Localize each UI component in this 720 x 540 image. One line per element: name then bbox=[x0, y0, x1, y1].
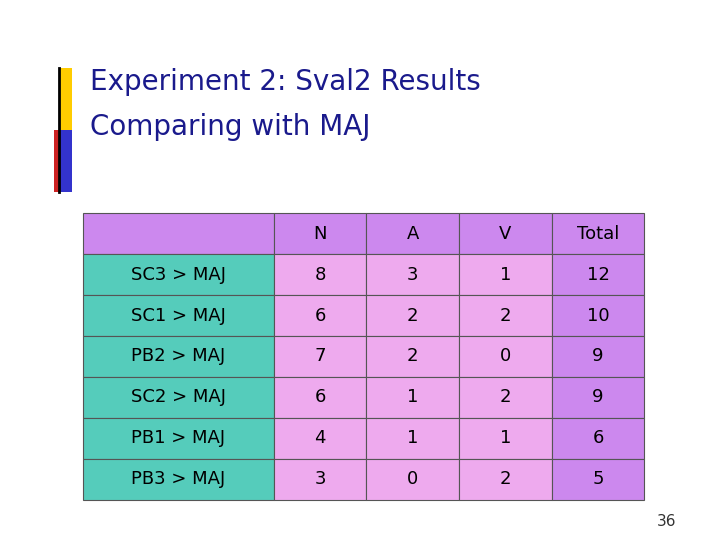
Text: 3: 3 bbox=[407, 266, 418, 284]
Text: 5: 5 bbox=[593, 470, 604, 488]
Text: 9: 9 bbox=[593, 347, 604, 366]
Text: 10: 10 bbox=[587, 307, 609, 325]
Bar bbox=[83, 254, 274, 295]
Bar bbox=[83, 213, 274, 254]
Text: 36: 36 bbox=[657, 514, 677, 529]
Text: 6: 6 bbox=[315, 388, 325, 406]
Bar bbox=[274, 377, 366, 418]
Text: 1: 1 bbox=[500, 266, 511, 284]
Text: 12: 12 bbox=[587, 266, 610, 284]
Bar bbox=[459, 336, 552, 377]
Bar bbox=[274, 254, 366, 295]
Text: 0: 0 bbox=[407, 470, 418, 488]
Bar bbox=[83, 418, 274, 458]
Bar bbox=[366, 418, 459, 458]
Text: 2: 2 bbox=[407, 347, 418, 366]
Bar bbox=[552, 377, 644, 418]
Text: V: V bbox=[499, 225, 512, 243]
Bar bbox=[552, 295, 644, 336]
Bar bbox=[59, 68, 72, 130]
Text: N: N bbox=[313, 225, 327, 243]
Bar bbox=[552, 458, 644, 500]
Text: 1: 1 bbox=[407, 388, 418, 406]
Text: 6: 6 bbox=[593, 429, 604, 447]
Text: SC2 > MAJ: SC2 > MAJ bbox=[131, 388, 226, 406]
Bar bbox=[83, 295, 274, 336]
Text: PB3 > MAJ: PB3 > MAJ bbox=[131, 470, 225, 488]
Text: Experiment 2: Sval2 Results: Experiment 2: Sval2 Results bbox=[90, 68, 481, 96]
Text: 2: 2 bbox=[500, 388, 511, 406]
Text: 1: 1 bbox=[407, 429, 418, 447]
Text: A: A bbox=[407, 225, 419, 243]
Bar bbox=[552, 336, 644, 377]
Text: 2: 2 bbox=[407, 307, 418, 325]
Bar bbox=[274, 418, 366, 458]
Text: SC3 > MAJ: SC3 > MAJ bbox=[131, 266, 226, 284]
Bar bbox=[54, 130, 59, 192]
Text: PB1 > MAJ: PB1 > MAJ bbox=[131, 429, 225, 447]
Bar bbox=[459, 458, 552, 500]
Bar bbox=[459, 213, 552, 254]
Bar bbox=[366, 213, 459, 254]
Bar bbox=[366, 254, 459, 295]
Text: 4: 4 bbox=[315, 429, 326, 447]
Text: 0: 0 bbox=[500, 347, 511, 366]
Text: 6: 6 bbox=[315, 307, 325, 325]
Text: 1: 1 bbox=[500, 429, 511, 447]
Text: PB2 > MAJ: PB2 > MAJ bbox=[131, 347, 225, 366]
Bar bbox=[366, 458, 459, 500]
Bar bbox=[274, 213, 366, 254]
Bar bbox=[459, 254, 552, 295]
Text: SC1 > MAJ: SC1 > MAJ bbox=[131, 307, 225, 325]
Bar bbox=[83, 377, 274, 418]
Bar bbox=[59, 130, 72, 192]
Text: 2: 2 bbox=[500, 470, 511, 488]
Text: 2: 2 bbox=[500, 307, 511, 325]
Bar bbox=[274, 458, 366, 500]
Bar bbox=[366, 295, 459, 336]
Text: 9: 9 bbox=[593, 388, 604, 406]
Text: 3: 3 bbox=[315, 470, 326, 488]
Text: Comparing with MAJ: Comparing with MAJ bbox=[90, 113, 371, 141]
Bar bbox=[366, 377, 459, 418]
Bar bbox=[274, 336, 366, 377]
Bar bbox=[83, 336, 274, 377]
Bar bbox=[83, 458, 274, 500]
Text: 7: 7 bbox=[315, 347, 326, 366]
Bar bbox=[459, 295, 552, 336]
Text: 8: 8 bbox=[315, 266, 325, 284]
Bar bbox=[366, 336, 459, 377]
Bar bbox=[274, 295, 366, 336]
Bar bbox=[459, 377, 552, 418]
Bar bbox=[459, 418, 552, 458]
Text: Total: Total bbox=[577, 225, 619, 243]
Bar bbox=[552, 254, 644, 295]
Bar bbox=[552, 213, 644, 254]
Bar bbox=[552, 418, 644, 458]
